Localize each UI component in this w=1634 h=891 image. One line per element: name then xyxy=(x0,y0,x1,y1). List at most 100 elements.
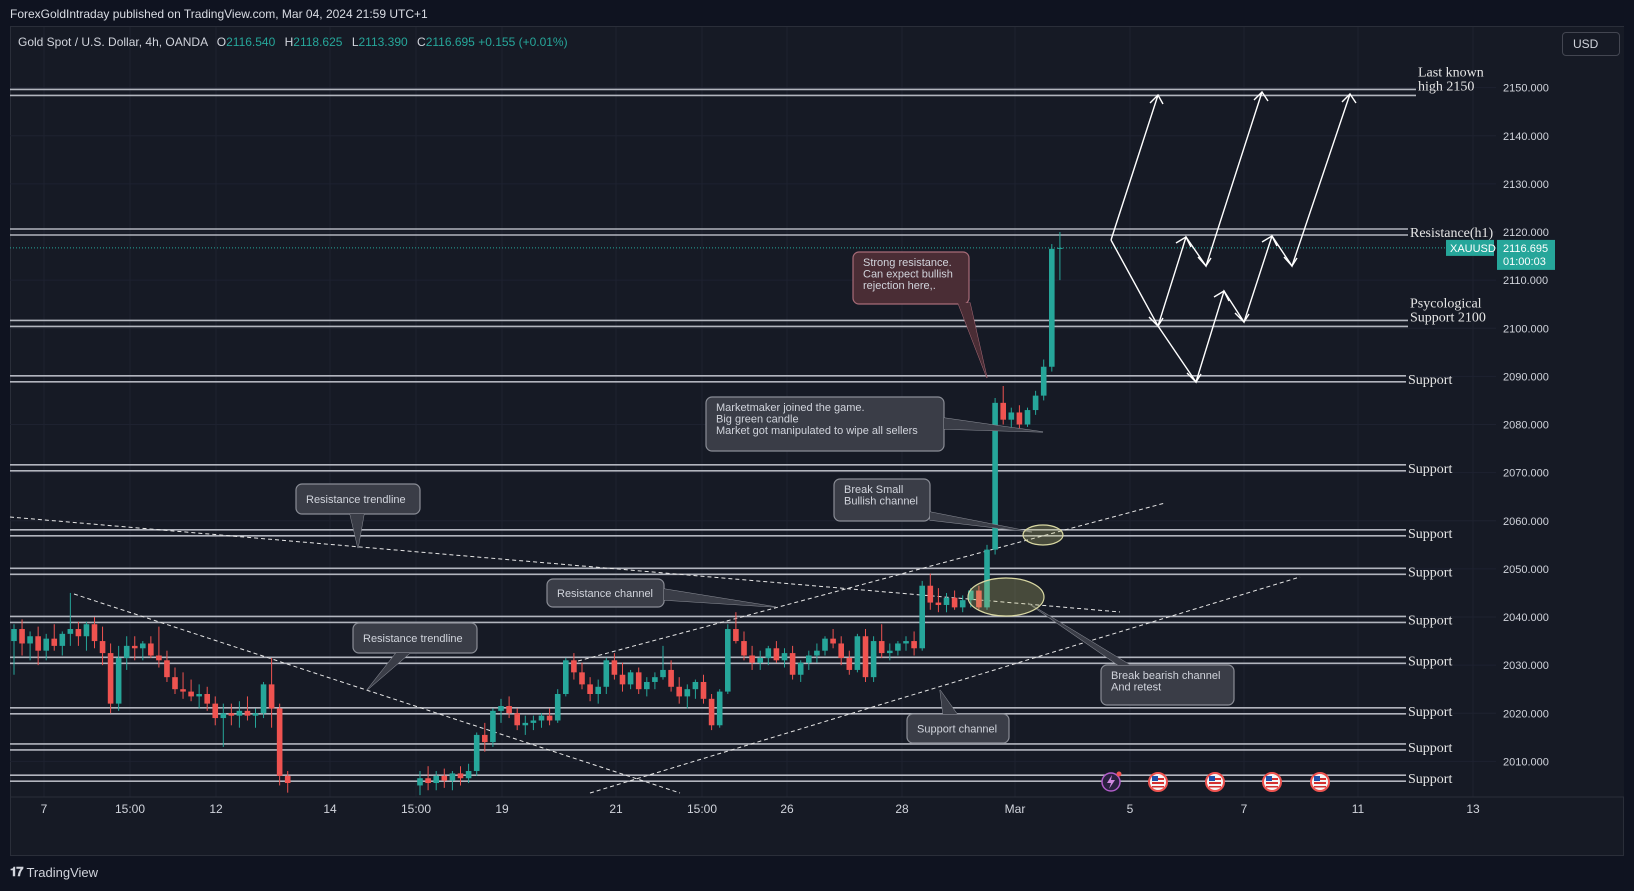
flag-stripe xyxy=(1209,786,1221,788)
candle-body xyxy=(903,641,909,644)
candle-body xyxy=(781,653,788,661)
date-axis: 7 15:00 12 14 15:00 19 21 15:00 26 28 Mar 5 7 11 13 xyxy=(10,796,1624,816)
candle-body xyxy=(814,650,820,656)
price-tick-label: 2050.000 xyxy=(1503,564,1549,576)
price-tick-label: 2020.000 xyxy=(1503,708,1549,720)
candle-body xyxy=(43,638,49,651)
price-tick-label: 2140.000 xyxy=(1503,131,1549,143)
callout-box xyxy=(352,622,478,654)
candle-body xyxy=(19,629,25,644)
candle-body xyxy=(1000,402,1006,420)
event-dot-icon xyxy=(1116,771,1122,777)
tradingview-footer[interactable]: 𝟏𝟕 TradingView xyxy=(10,864,98,880)
candle-body xyxy=(51,638,58,646)
callout-box xyxy=(852,251,970,305)
candle-body xyxy=(806,655,812,663)
us-flag-event-icon xyxy=(1148,772,1168,792)
candle-body xyxy=(140,643,146,649)
event-icons xyxy=(1101,771,1330,792)
candle-body xyxy=(156,655,162,661)
flag-stripe xyxy=(1266,786,1278,788)
candle-body xyxy=(99,641,106,654)
candle-body xyxy=(749,655,755,663)
projection-path xyxy=(1110,94,1159,241)
symbol-badge xyxy=(1446,239,1494,256)
candle-body xyxy=(822,638,828,651)
close-value: 2116.695 xyxy=(425,35,475,49)
published-info: ForexGoldIntraday published on TradingVi… xyxy=(10,7,428,21)
candle-body xyxy=(1057,247,1063,249)
candle-body xyxy=(797,662,804,675)
candle-body xyxy=(878,641,885,654)
price-tick-label: 2090.000 xyxy=(1503,371,1549,383)
candle-body xyxy=(236,710,243,716)
annotation-callout: Support channel xyxy=(906,689,1010,744)
annotation-callout: Resistance trendline xyxy=(352,622,478,691)
projection-path xyxy=(1110,91,1263,328)
low-value: 2113.390 xyxy=(358,35,408,49)
candle-body xyxy=(984,549,990,608)
dashed-trendline xyxy=(73,593,681,794)
date-tick-label: 11 xyxy=(1352,802,1365,816)
candle-body xyxy=(59,633,66,646)
date-tick-label: 14 xyxy=(323,802,337,816)
candle-body xyxy=(846,657,853,670)
close-label: C xyxy=(417,35,426,49)
callout-tail-fill xyxy=(367,653,410,690)
candle-body xyxy=(959,600,966,608)
arrow-head xyxy=(1175,236,1192,248)
price-tick-label: 2040.000 xyxy=(1503,612,1549,624)
level-label: Support xyxy=(1408,741,1452,756)
candle-body xyxy=(611,660,618,675)
candle-body xyxy=(603,660,610,687)
flag-canton xyxy=(1266,776,1272,781)
candle-body xyxy=(830,638,836,644)
candle-body xyxy=(716,691,723,726)
callout-text: Resistance trendline xyxy=(363,633,463,645)
level-label: Support xyxy=(1408,373,1452,388)
candle-body xyxy=(260,684,267,714)
candle-body xyxy=(465,771,472,779)
candle-body xyxy=(838,643,844,658)
candle-body xyxy=(976,590,982,608)
annotation-callout: Break bearish channel And retest xyxy=(1027,602,1235,706)
price-tick-label: 2060.000 xyxy=(1503,516,1549,528)
candle-body xyxy=(284,775,291,784)
candle-body xyxy=(1016,412,1023,425)
price-tick-label: 2130.000 xyxy=(1503,179,1549,191)
candle-body xyxy=(563,660,569,694)
low-label: L xyxy=(351,35,359,49)
candle-body xyxy=(131,645,138,649)
callout-tail-fill xyxy=(944,418,1043,432)
candle-body xyxy=(627,672,634,685)
change-value: +0.155 (+0.01%) xyxy=(478,35,568,49)
candle-body xyxy=(595,686,601,694)
level-label: Support xyxy=(1408,527,1452,542)
candle-body xyxy=(164,660,170,678)
candle-body xyxy=(644,681,650,690)
currency-button[interactable]: USD xyxy=(1562,32,1620,56)
candle-body xyxy=(252,713,259,716)
candle-body xyxy=(725,629,731,692)
candle-body xyxy=(765,648,772,658)
candle-body xyxy=(1024,410,1031,425)
axis-bg xyxy=(1497,27,1624,797)
flag-stripe xyxy=(1152,782,1164,784)
candle-body xyxy=(870,641,877,678)
date-tick-label: 21 xyxy=(609,802,623,816)
candle-body xyxy=(546,715,553,721)
callout-text: Break bearish channel And retest xyxy=(1111,670,1220,694)
candle-body xyxy=(708,698,715,726)
price-tick-label: 2100.000 xyxy=(1503,323,1549,335)
candle-body xyxy=(733,629,739,642)
trendlines xyxy=(9,247,1496,794)
date-tick-label: 15:00 xyxy=(687,802,717,816)
callout-tail-fill xyxy=(958,303,987,378)
brand-name: TradingView xyxy=(26,864,99,880)
callout-tail-fill xyxy=(1028,603,1130,665)
candle-body xyxy=(91,624,98,642)
high-label: H xyxy=(284,35,294,49)
flag-stripe xyxy=(1152,786,1164,788)
candle-body xyxy=(757,657,763,663)
